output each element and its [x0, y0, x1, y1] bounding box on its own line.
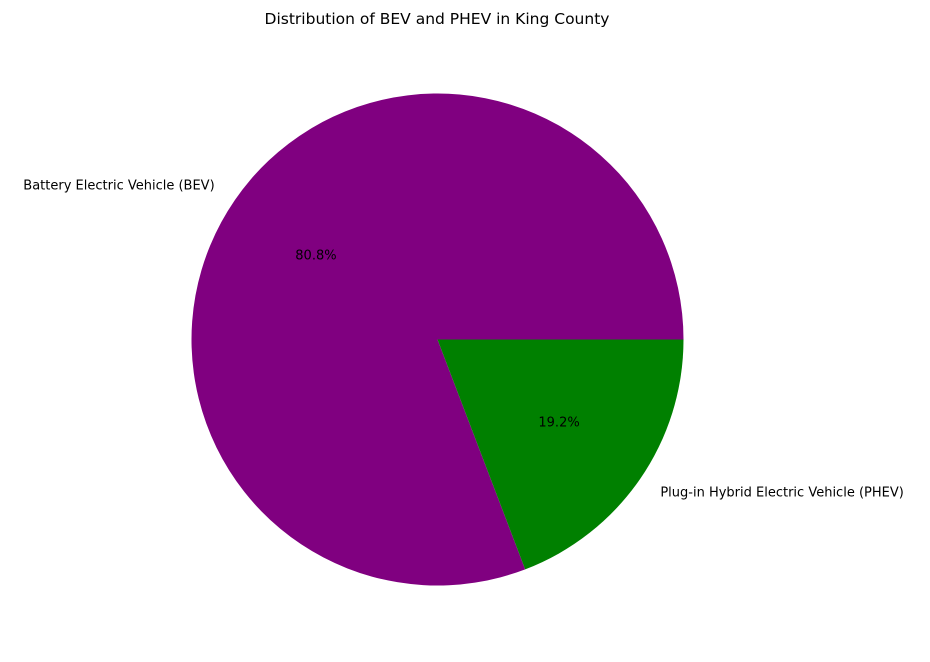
pie-labels: Battery Electric Vehicle (BEV) 80.8% Plug-…	[23, 178, 904, 500]
slice-label: Battery Electric Vehicle (BEV)	[23, 178, 214, 193]
slice-percentage-label: 19.2%	[538, 416, 579, 431]
slice-label: Plug-in Hybrid Electric Vehicle (PHEV)	[660, 486, 903, 501]
slice-percentage-label: 80.8%	[295, 248, 336, 263]
chart-title: Distribution of BEV and PHEV in King Cou…	[265, 10, 610, 28]
pie-slice	[437, 339, 684, 570]
pie-slice	[191, 93, 684, 586]
pie-slices	[191, 93, 684, 586]
